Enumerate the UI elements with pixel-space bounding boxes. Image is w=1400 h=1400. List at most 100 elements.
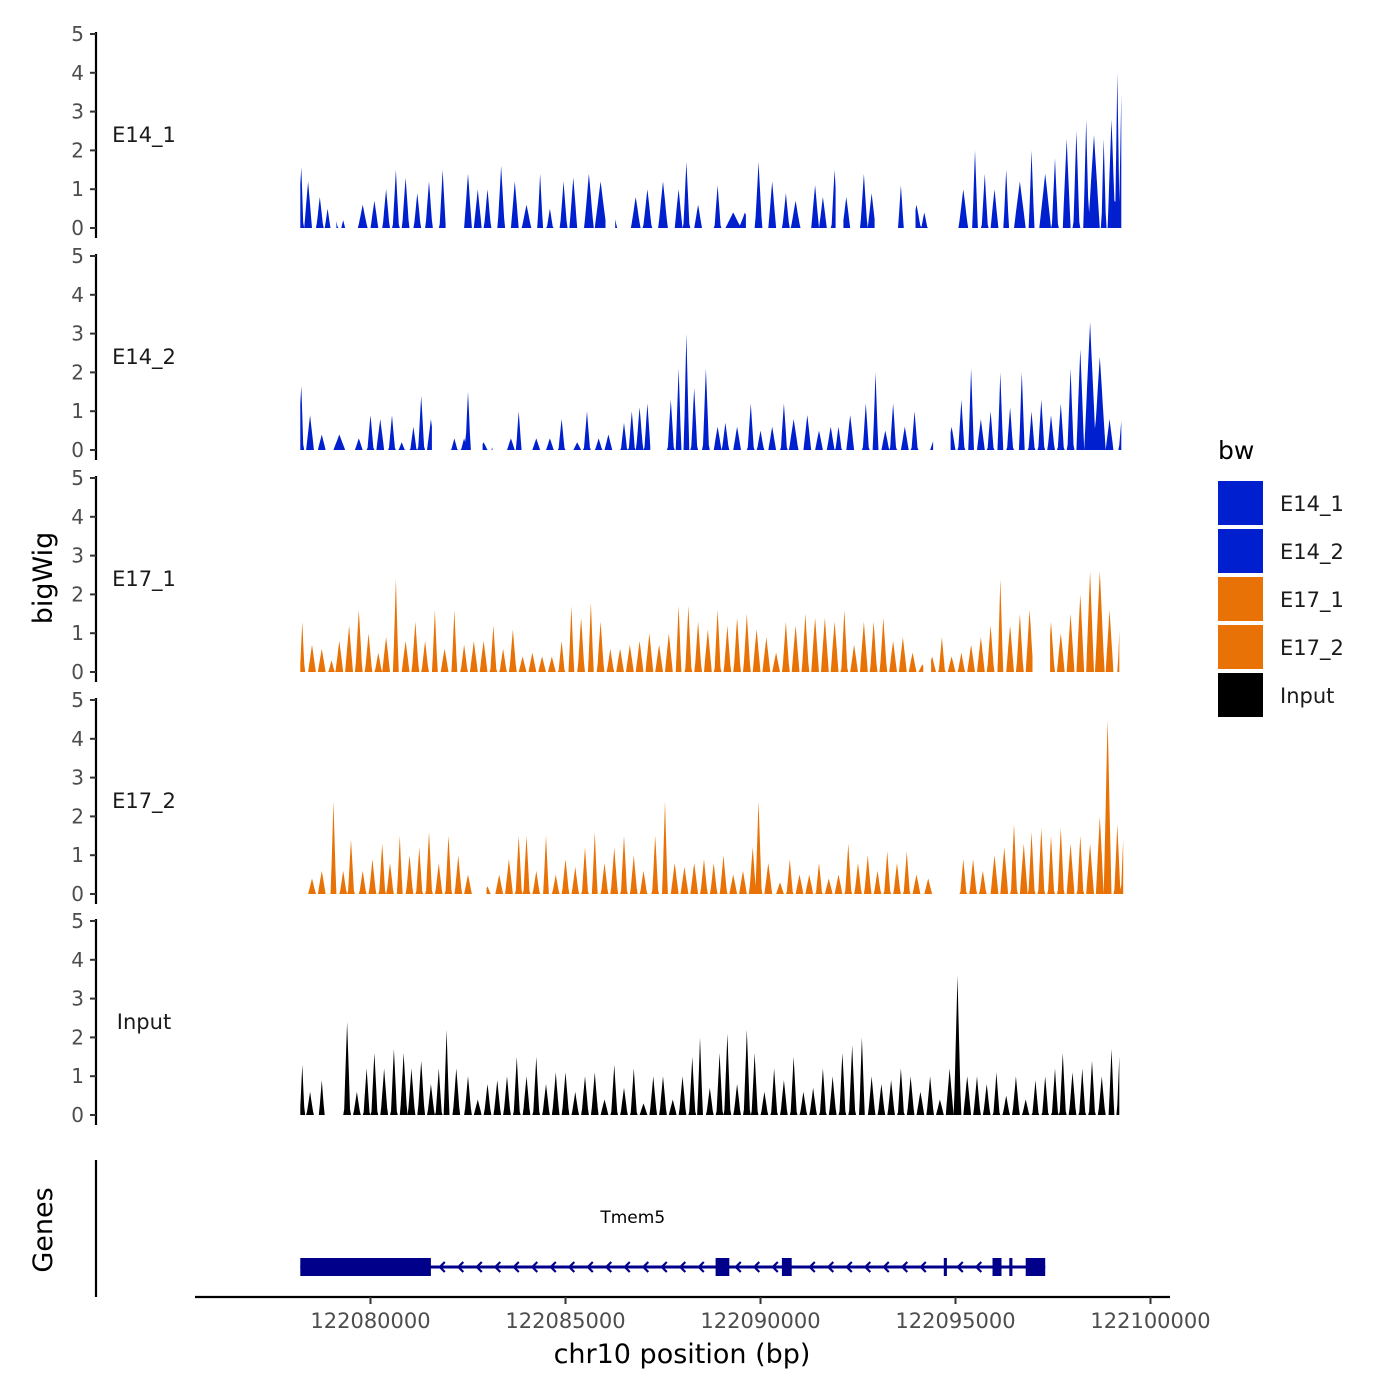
coverage-area-E14_1 [843, 173, 875, 228]
coverage-area-E17_2 [300, 800, 477, 894]
y-tick-label: 3 [71, 987, 84, 1011]
legend-label-E17_2: E17_2 [1280, 636, 1344, 661]
y-tick-label: 3 [71, 766, 84, 790]
y-tick-label: 1 [71, 399, 84, 423]
strand-arrow [549, 1261, 557, 1273]
y-tick-label: 2 [71, 360, 84, 384]
y-tick-label: 1 [71, 177, 84, 201]
y-tick-label: 2 [71, 1025, 84, 1049]
x-tick-label: 122090000 [700, 1309, 820, 1333]
y-tick-label: 2 [71, 582, 84, 606]
track-label: Input [117, 1010, 171, 1034]
gene-panel-title: Genes [28, 1187, 59, 1272]
y-tick-label: 0 [71, 438, 84, 462]
y-tick-label: 2 [71, 804, 84, 828]
track-label: E17_1 [112, 567, 176, 592]
strand-arrow [808, 1261, 816, 1273]
strand-arrow [512, 1261, 520, 1273]
track-label: E14_1 [112, 123, 176, 148]
y-tick-label: 4 [71, 61, 84, 85]
track-E14_2: 0 1 2 3 4 5 E14_2 [71, 244, 1122, 462]
strand-arrow [734, 1261, 742, 1273]
coverage-area-E14_1 [915, 204, 941, 228]
x-tick-label: 122080000 [310, 1309, 430, 1333]
legend-swatch-E14_1 [1218, 481, 1263, 525]
legend-label-E14_2: E14_2 [1280, 540, 1344, 565]
legend-swatch-E14_2 [1218, 529, 1263, 573]
legend: bw E14_1 E14_2 E17_1 E17_2 Input [1218, 436, 1344, 717]
coverage-area-E14_2 [502, 403, 651, 450]
strand-arrow [604, 1261, 613, 1273]
y-tick-label: 5 [71, 244, 84, 268]
y-tick-label: 0 [71, 660, 84, 684]
coverage-area-E17_2 [952, 719, 1124, 894]
coverage-area-E14_1 [615, 162, 746, 228]
coverage-area-E14_1 [884, 185, 910, 228]
coverage-area-E17_1 [300, 578, 924, 672]
exon [781, 1258, 792, 1276]
x-axis: 122080000 122085000 122090000 122095000 1221… [195, 1295, 1211, 1333]
strand-arrow [974, 1261, 983, 1273]
coverage-area-E17_1 [1050, 571, 1120, 672]
strand-arrow [475, 1261, 483, 1273]
track-E17_2: 0 1 2 3 4 5 E17_2 [71, 688, 1124, 906]
legend-label-Input: Input [1280, 684, 1334, 708]
y-tick-label: 3 [71, 544, 84, 568]
strand-arrow [641, 1261, 650, 1273]
x-axis-title: chr10 position (bp) [554, 1339, 811, 1370]
y-tick-label: 5 [71, 22, 84, 46]
legend-swatch-E17_2 [1218, 625, 1263, 669]
strand-arrow [530, 1261, 539, 1273]
y-tick-label: 5 [71, 688, 84, 712]
coverage-area-E14_1 [357, 169, 446, 228]
legend-label-E14_1: E14_1 [1280, 492, 1344, 517]
track-label: E17_2 [112, 789, 176, 814]
coverage-area-Input [300, 1064, 327, 1115]
gene-panel: Tmem5 [94, 1160, 1046, 1297]
strand-arrow [826, 1261, 835, 1273]
strand-arrow [456, 1261, 465, 1273]
y-tick-label: 3 [71, 322, 84, 346]
x-tick-label: 122095000 [895, 1309, 1015, 1333]
strand-arrow [752, 1261, 761, 1273]
coverage-area-E14_2 [482, 442, 493, 450]
strand-arrow [678, 1261, 687, 1273]
legend-swatch-E17_1 [1218, 577, 1263, 621]
coverage-area-E17_2 [486, 800, 941, 894]
gene-name-label: Tmem5 [599, 1208, 665, 1228]
coverage-area-E14_1 [336, 220, 350, 228]
strand-arrow [956, 1261, 964, 1273]
strand-arrow [567, 1261, 576, 1273]
y-tick-label: 4 [71, 727, 84, 751]
x-tick-label: 122100000 [1090, 1309, 1210, 1333]
coverage-area-E14_1 [300, 167, 331, 228]
track-E14_1: 0 1 2 3 4 5 E14_1 [71, 22, 1122, 240]
legend-swatch-Input [1218, 673, 1263, 717]
y-tick-label: 2 [71, 138, 84, 162]
strand-arrow [863, 1261, 872, 1273]
track-label: E14_2 [112, 345, 176, 370]
y-tick-label: 5 [71, 466, 84, 490]
y-tick-label: 1 [71, 621, 84, 645]
strand-arrow [845, 1261, 853, 1273]
legend-title: bw [1218, 436, 1254, 465]
x-tick-label: 122085000 [505, 1309, 625, 1333]
strand-arrow [623, 1261, 631, 1273]
y-tick-label: 4 [71, 948, 84, 972]
track-panels: 0 1 2 3 4 5 E14_1 0 1 2 3 4 5 E14_2 0 1 2 3 4 5 E17_1 0 1 2 3 4 5 E… [71, 22, 1124, 1127]
coverage-area-Input [336, 975, 1120, 1115]
exon [1025, 1258, 1046, 1276]
coverage-area-E14_1 [952, 72, 1122, 228]
y-tick-label: 1 [71, 1064, 84, 1088]
track-E17_1: 0 1 2 3 4 5 E17_1 [71, 466, 1120, 684]
coverage-area-E14_2 [447, 391, 475, 450]
exon [943, 1258, 947, 1276]
exon [300, 1258, 431, 1276]
exon [1009, 1258, 1013, 1276]
track-Input: 0 1 2 3 4 5 Input [71, 909, 1120, 1127]
y-tick-label: 4 [71, 505, 84, 529]
coverage-area-E14_1 [461, 165, 606, 228]
coverage-area-E14_2 [950, 322, 1122, 450]
legend-label-E17_1: E17_1 [1280, 588, 1344, 613]
